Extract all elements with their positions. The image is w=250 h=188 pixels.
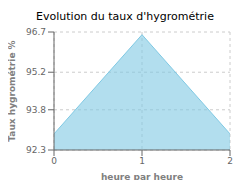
svg-text:heure par heure: heure par heure: [101, 172, 183, 180]
svg-text:95.2: 95.2: [26, 67, 46, 77]
svg-text:96.7: 96.7: [26, 27, 46, 37]
html-text:Evolution du taux d'hygrométri: Evolution du taux d'hygrométrie: [36, 10, 214, 23]
svg-text:1: 1: [139, 156, 145, 166]
svg-text:Taux hygrométrie %: Taux hygrométrie %: [8, 40, 17, 141]
svg-text:0: 0: [51, 156, 57, 166]
svg-text:93.8: 93.8: [26, 105, 46, 115]
svg-text:92.3: 92.3: [26, 145, 46, 155]
svg-text:2: 2: [227, 156, 233, 166]
